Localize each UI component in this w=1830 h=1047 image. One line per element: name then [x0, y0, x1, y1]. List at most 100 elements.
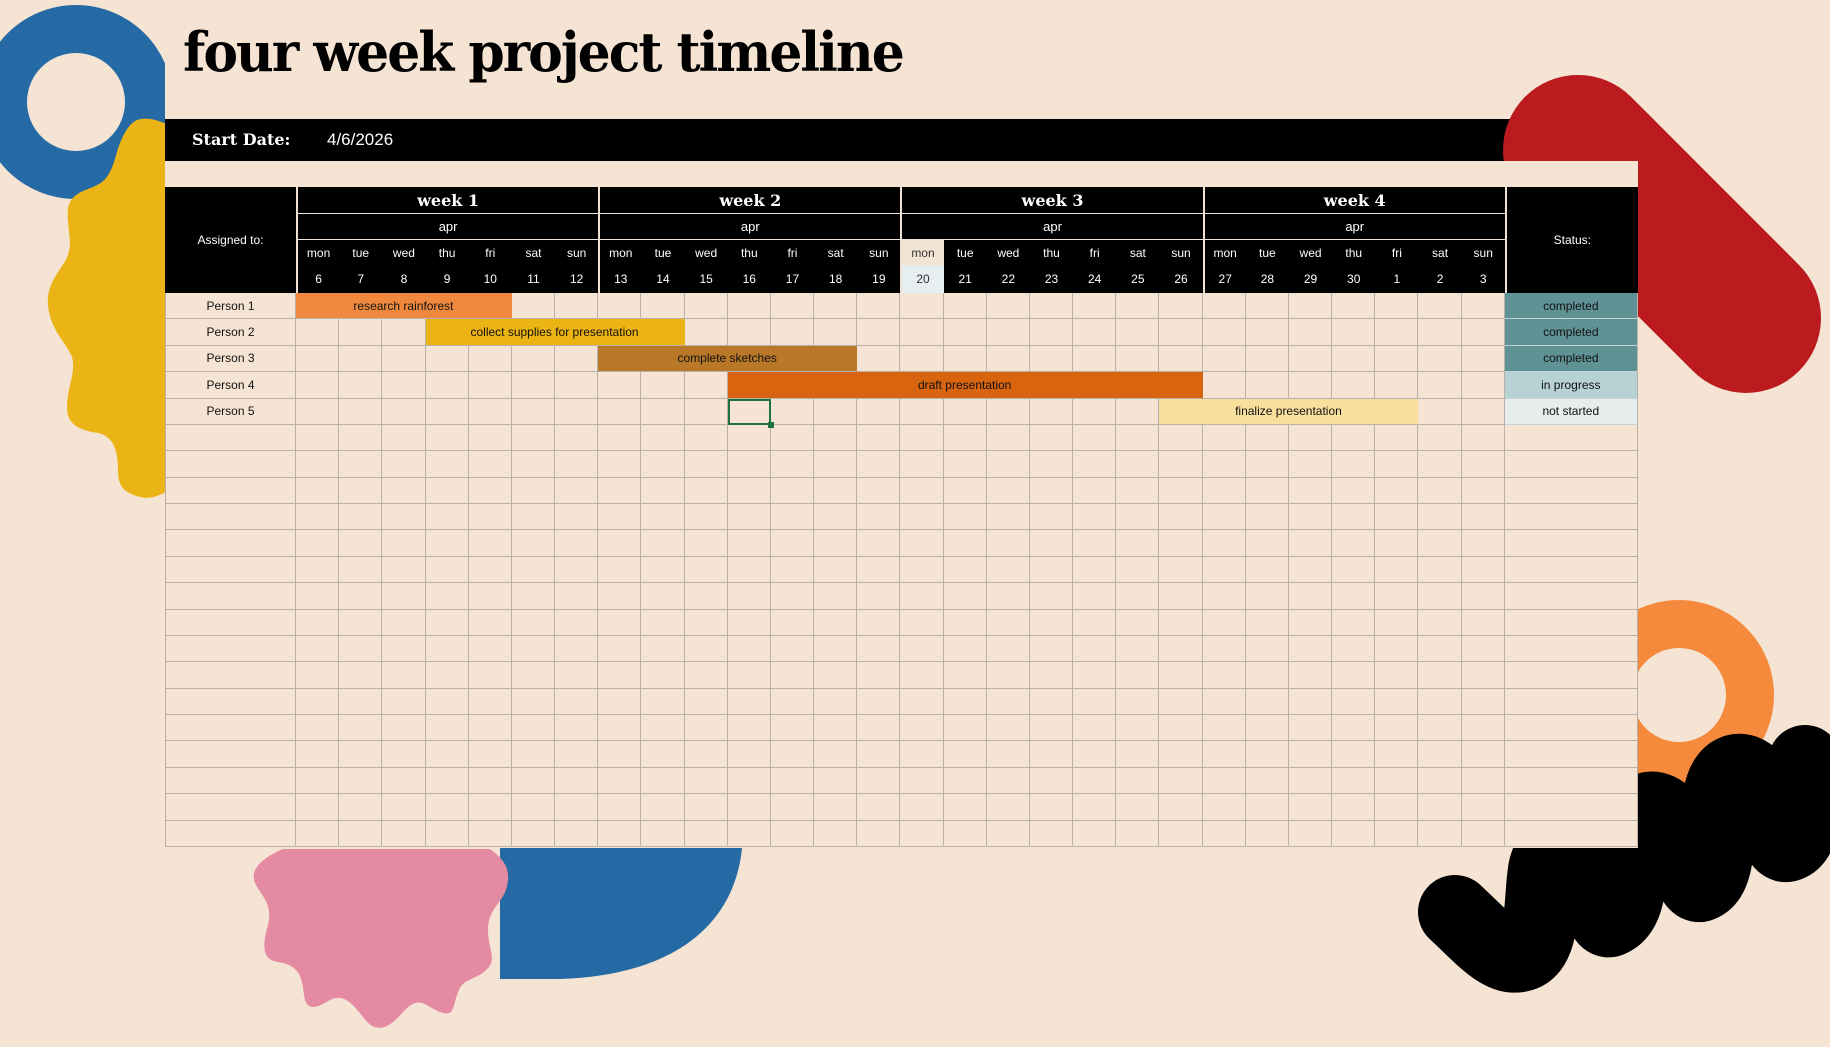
day-cell[interactable]: [986, 398, 1030, 425]
day-cell[interactable]: [1029, 688, 1074, 715]
day-cell[interactable]: [1202, 741, 1246, 768]
day-cell[interactable]: [1202, 504, 1246, 531]
day-cell[interactable]: [1159, 741, 1203, 768]
day-cell[interactable]: [1418, 688, 1462, 715]
day-cell[interactable]: [857, 477, 901, 504]
day-cell[interactable]: [641, 767, 685, 795]
day-cell[interactable]: [468, 741, 512, 768]
day-cell[interactable]: [814, 688, 858, 715]
day-cell[interactable]: [900, 293, 944, 320]
day-cell[interactable]: [382, 794, 426, 821]
day-cell[interactable]: [1245, 293, 1289, 320]
day-cell[interactable]: [511, 398, 556, 425]
day-cell[interactable]: [943, 451, 987, 478]
day-cell[interactable]: [900, 767, 944, 795]
day-cell[interactable]: [1375, 530, 1419, 557]
day-cell[interactable]: [511, 583, 556, 610]
day-cell[interactable]: [814, 609, 858, 636]
day-cell[interactable]: [468, 556, 512, 584]
day-cell[interactable]: [1418, 293, 1462, 320]
day-cell[interactable]: [727, 609, 771, 636]
day-cell[interactable]: [425, 451, 469, 478]
day-cell[interactable]: [1159, 583, 1203, 610]
day-cell[interactable]: [1418, 556, 1462, 584]
day-cell[interactable]: [1332, 794, 1376, 821]
day-cell[interactable]: [598, 424, 642, 452]
day-cell[interactable]: [1116, 820, 1160, 847]
day-cell[interactable]: [684, 688, 728, 715]
day-cell[interactable]: [598, 530, 642, 557]
day-cell[interactable]: [986, 741, 1030, 768]
day-cell[interactable]: [641, 293, 685, 320]
status-badge[interactable]: not started: [1504, 398, 1638, 425]
day-cell[interactable]: [857, 504, 901, 531]
day-cell[interactable]: [598, 556, 642, 584]
day-cell[interactable]: [770, 583, 815, 610]
day-cell[interactable]: [770, 293, 815, 320]
day-cell[interactable]: [900, 451, 944, 478]
day-cell[interactable]: [1159, 424, 1203, 452]
day-cell[interactable]: [1245, 319, 1289, 346]
day-cell[interactable]: [425, 767, 469, 795]
day-cell[interactable]: [1288, 767, 1333, 795]
day-cell[interactable]: [1332, 715, 1376, 742]
day-cell[interactable]: [1375, 794, 1419, 821]
day-cell[interactable]: [511, 688, 556, 715]
day-cell[interactable]: [1288, 556, 1333, 584]
day-cell[interactable]: [900, 398, 944, 425]
day-cell[interactable]: [727, 319, 771, 346]
day-cell[interactable]: [1332, 477, 1376, 504]
day-cell[interactable]: [468, 345, 512, 373]
day-cell[interactable]: [1418, 398, 1462, 425]
day-cell[interactable]: [1332, 372, 1376, 399]
day-cell[interactable]: [857, 635, 901, 663]
day-cell[interactable]: [1073, 398, 1117, 425]
day-cell[interactable]: [339, 688, 383, 715]
day-cell[interactable]: [641, 609, 685, 636]
day-cell[interactable]: [814, 319, 858, 346]
empty-assignee-cell[interactable]: [165, 635, 296, 663]
day-cell[interactable]: [1375, 451, 1419, 478]
status-cell[interactable]: [1504, 820, 1638, 847]
day-cell[interactable]: [900, 556, 944, 584]
day-cell[interactable]: [1461, 319, 1505, 346]
day-cell[interactable]: [641, 662, 685, 689]
day-cell[interactable]: [1418, 451, 1462, 478]
day-cell[interactable]: [684, 398, 728, 425]
day-cell[interactable]: [425, 794, 469, 821]
day-cell[interactable]: [727, 688, 771, 715]
day-cell[interactable]: [1418, 319, 1462, 346]
status-cell[interactable]: [1504, 688, 1638, 715]
day-cell[interactable]: [641, 688, 685, 715]
day-cell[interactable]: [555, 715, 599, 742]
day-cell[interactable]: [468, 477, 512, 504]
day-cell[interactable]: [511, 504, 556, 531]
day-cell[interactable]: [555, 556, 599, 584]
day-cell[interactable]: [1159, 794, 1203, 821]
day-cell[interactable]: [1288, 635, 1333, 663]
day-cell[interactable]: [857, 794, 901, 821]
day-cell[interactable]: [1418, 583, 1462, 610]
day-cell[interactable]: [684, 662, 728, 689]
day-cell[interactable]: [943, 345, 987, 373]
day-cell[interactable]: [986, 556, 1030, 584]
day-cell[interactable]: [1073, 530, 1117, 557]
day-cell[interactable]: [1245, 372, 1289, 399]
day-cell[interactable]: [382, 820, 426, 847]
day-cell[interactable]: [1073, 424, 1117, 452]
day-cell[interactable]: [943, 741, 987, 768]
day-cell[interactable]: [814, 424, 858, 452]
status-cell[interactable]: [1504, 794, 1638, 821]
day-cell[interactable]: [1245, 345, 1289, 373]
day-cell[interactable]: [986, 345, 1030, 373]
day-cell[interactable]: [1245, 530, 1289, 557]
day-cell[interactable]: [1461, 424, 1505, 452]
day-cell[interactable]: [1288, 741, 1333, 768]
day-cell[interactable]: [296, 556, 340, 584]
day-cell[interactable]: [943, 635, 987, 663]
day-cell[interactable]: [1461, 741, 1505, 768]
day-cell[interactable]: [511, 662, 556, 689]
day-cell[interactable]: [857, 767, 901, 795]
empty-assignee-cell[interactable]: [165, 477, 296, 504]
day-cell[interactable]: [1073, 583, 1117, 610]
